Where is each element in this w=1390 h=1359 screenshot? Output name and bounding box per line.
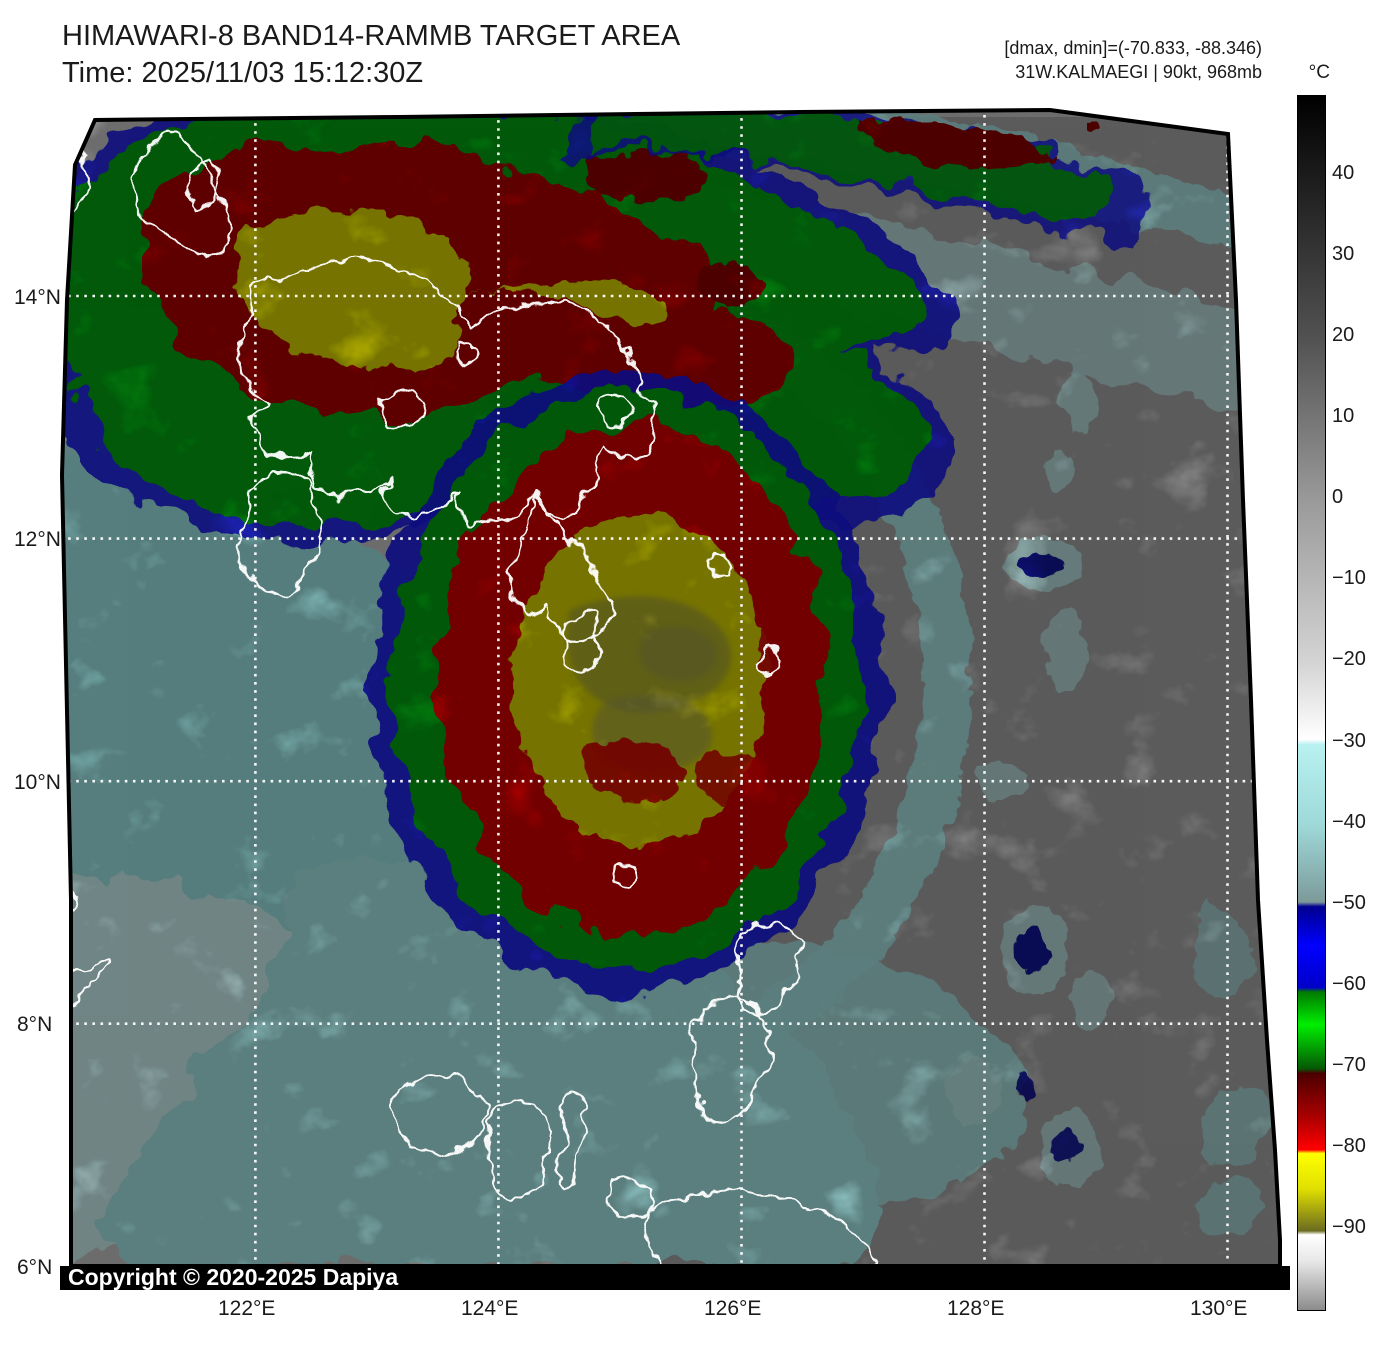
svg-text:Copyright © 2020-2025 Dapiya: Copyright © 2020-2025 Dapiya: [68, 1264, 398, 1290]
